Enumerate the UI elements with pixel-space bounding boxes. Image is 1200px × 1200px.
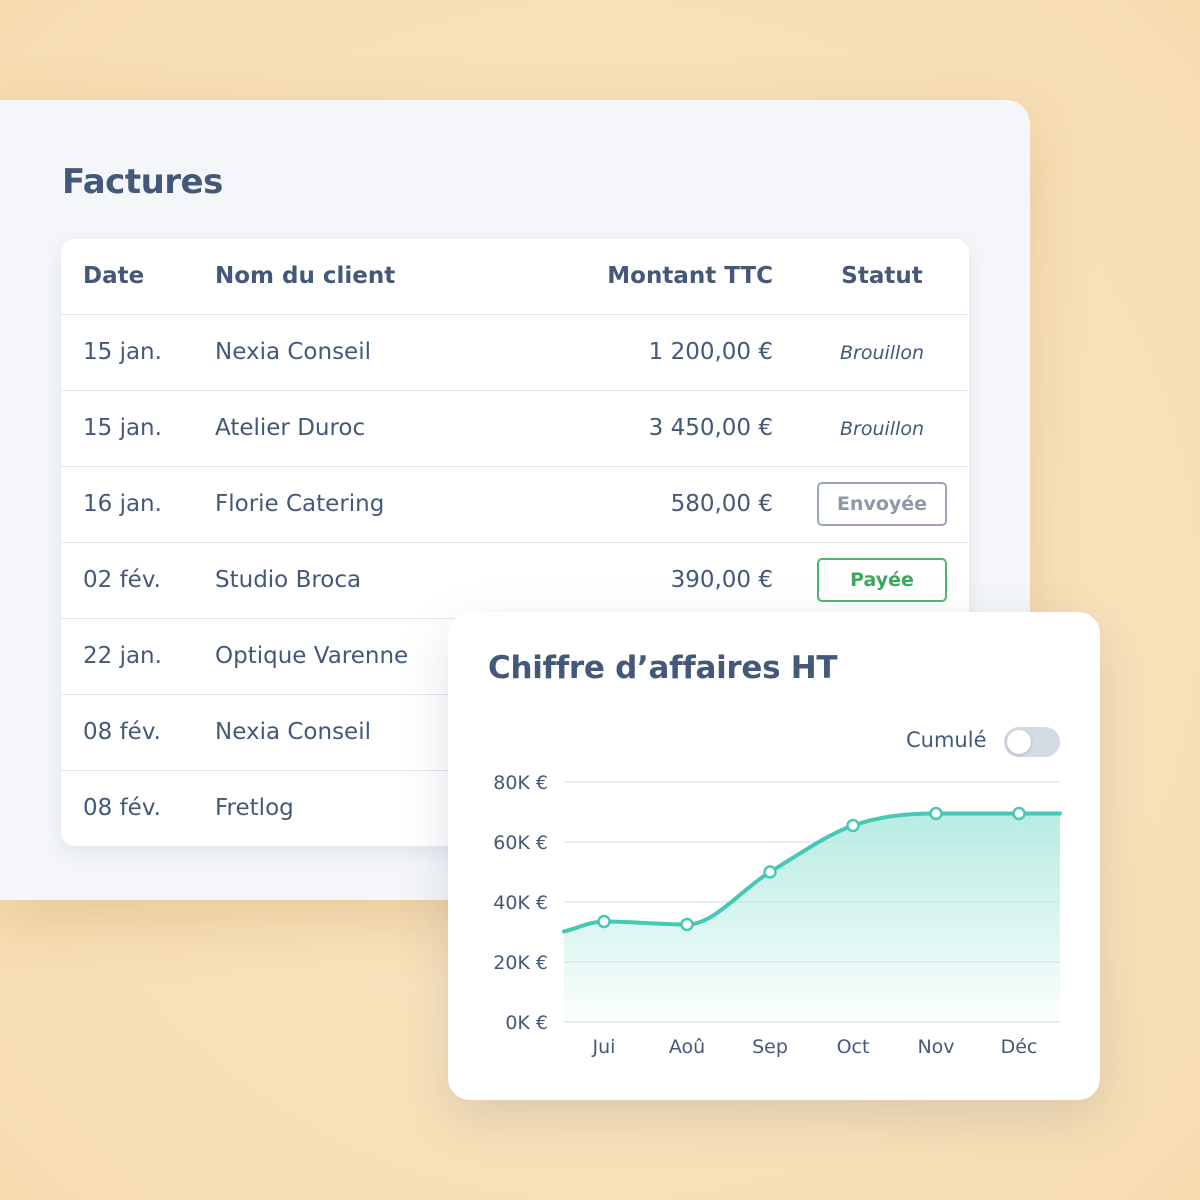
x-tick-label: Aoû <box>669 1036 705 1058</box>
table-row[interactable]: 15 jan. Nexia Conseil 1 200,00 € Brouill… <box>61 315 969 391</box>
invoice-client: Fretlog <box>215 795 294 821</box>
invoices-title: Factures <box>62 162 223 202</box>
invoice-client: Optique Varenne <box>215 643 409 669</box>
revenue-chart-card: Chiffre d’affaires HT Cumulé 80K € 60K € 4… <box>448 612 1100 1100</box>
invoice-client: Nexia Conseil <box>215 719 371 745</box>
column-header-client[interactable]: Nom du client <box>215 263 396 289</box>
invoice-date: 08 fév. <box>83 795 161 821</box>
toggle-knob <box>1007 730 1031 754</box>
invoice-date: 16 jan. <box>83 491 162 517</box>
revenue-chart-title: Chiffre d’affaires HT <box>488 650 838 686</box>
invoice-status: Envoyée <box>817 467 947 542</box>
invoice-client: Studio Broca <box>215 567 362 593</box>
x-tick-label: Nov <box>917 1036 954 1058</box>
data-point <box>929 806 943 821</box>
data-point <box>763 865 777 879</box>
table-row[interactable]: 02 fév. Studio Broca 390,00 € Payée <box>61 543 969 619</box>
revenue-chart: 80K € 60K € 40K € 20K € 0K € Jui Aoû Sep Oct Nov D… <box>493 772 1062 1058</box>
status-draft-label: Brouillon <box>839 418 924 440</box>
column-header-date[interactable]: Date <box>83 263 145 289</box>
x-tick-label: Jui <box>592 1036 616 1058</box>
data-point <box>846 818 860 833</box>
data-point <box>1012 806 1026 821</box>
x-tick-label: Sep <box>752 1036 788 1058</box>
invoice-client: Atelier Duroc <box>215 415 366 441</box>
invoice-date: 15 jan. <box>83 415 162 441</box>
column-header-status[interactable]: Statut <box>841 263 923 289</box>
table-row[interactable]: 15 jan. Atelier Duroc 3 450,00 € Brouill… <box>61 391 969 467</box>
invoice-amount: 390,00 € <box>670 567 773 593</box>
invoice-amount: 3 450,00 € <box>648 415 773 441</box>
invoice-date: 08 fév. <box>83 719 161 745</box>
table-row[interactable]: 08 fév. Fretlog <box>61 771 969 846</box>
y-tick-label: 20K € <box>493 952 548 974</box>
y-tick-label: 60K € <box>493 832 548 854</box>
invoice-date: 15 jan. <box>83 339 162 365</box>
invoice-client: Nexia Conseil <box>215 339 371 365</box>
x-tick-label: Oct <box>837 1036 870 1058</box>
cumulative-toggle-label: Cumulé <box>906 728 987 752</box>
y-tick-label: 0K € <box>505 1012 548 1034</box>
invoice-client: Florie Catering <box>215 491 385 517</box>
status-sent-badge[interactable]: Envoyée <box>817 482 947 526</box>
invoice-status: Brouillon <box>817 391 947 466</box>
series-line <box>562 811 1062 934</box>
data-point <box>597 914 611 929</box>
invoice-amount: 1 200,00 € <box>648 339 773 365</box>
table-header-row: Date Nom du client Montant TTC Statut <box>61 239 969 315</box>
data-point <box>680 917 694 932</box>
table-row[interactable]: 16 jan. Florie Catering 580,00 € Envoyée <box>61 467 969 543</box>
status-paid-badge[interactable]: Payée <box>817 558 947 602</box>
invoice-status: Payée <box>817 543 947 618</box>
status-draft-label: Brouillon <box>839 342 924 364</box>
table-row[interactable]: 22 jan. Optique Varenne <box>61 619 969 695</box>
invoice-date: 22 jan. <box>83 643 162 669</box>
y-tick-label: 40K € <box>493 892 548 914</box>
column-header-amount[interactable]: Montant TTC <box>607 263 773 289</box>
y-tick-label: 80K € <box>493 772 548 794</box>
x-tick-label: Déc <box>1001 1036 1038 1058</box>
invoice-date: 02 fév. <box>83 567 161 593</box>
series-area <box>564 813 1060 1022</box>
invoice-status: Brouillon <box>817 315 947 390</box>
cumulative-toggle[interactable] <box>1004 727 1060 757</box>
invoice-amount: 580,00 € <box>670 491 773 517</box>
